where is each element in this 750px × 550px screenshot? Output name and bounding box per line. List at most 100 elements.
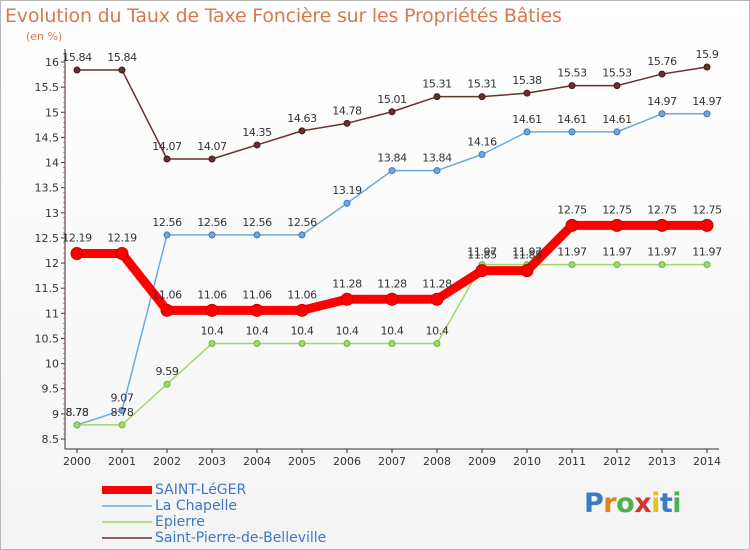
data-point xyxy=(163,231,171,239)
y-tick-label: 13 xyxy=(45,207,59,220)
data-point xyxy=(703,261,711,269)
data-label: 10.4 xyxy=(381,324,404,337)
data-label: 12.56 xyxy=(152,216,182,229)
data-label: 11.06 xyxy=(242,288,272,301)
data-point xyxy=(613,261,621,269)
data-point xyxy=(658,70,666,78)
y-tick-label: 11.5 xyxy=(35,282,60,295)
data-label: 15.84 xyxy=(107,51,137,64)
data-point xyxy=(433,339,441,347)
data-point xyxy=(253,339,261,347)
x-tick-label: 2002 xyxy=(153,455,181,468)
data-label: 8.78 xyxy=(66,406,89,419)
y-tick-label: 9.5 xyxy=(42,383,60,396)
data-point xyxy=(478,150,486,158)
y-tick-label: 9 xyxy=(52,408,59,421)
x-tick-label: 2000 xyxy=(63,455,91,468)
data-point xyxy=(163,155,171,163)
x-tick-label: 2010 xyxy=(513,455,541,468)
data-label: 14.63 xyxy=(287,112,317,125)
legend-label: La Chapelle xyxy=(155,498,237,514)
data-label: 10.4 xyxy=(426,324,449,337)
data-point xyxy=(385,292,399,306)
data-point xyxy=(478,93,486,101)
data-label: 11.28 xyxy=(377,277,407,290)
y-tick-label: 11 xyxy=(45,307,59,320)
data-label: 11.97 xyxy=(692,246,722,259)
data-label: 11.97 xyxy=(512,246,542,259)
data-point xyxy=(115,247,129,261)
data-point xyxy=(253,231,261,239)
data-point xyxy=(433,93,441,101)
y-tick-label: 12.5 xyxy=(35,232,60,245)
y-tick-label: 14.5 xyxy=(35,131,60,144)
x-tick-label: 2001 xyxy=(108,455,136,468)
data-label: 14.07 xyxy=(152,140,182,153)
unit-label: (en %) xyxy=(26,30,63,43)
data-point xyxy=(298,127,306,135)
data-point xyxy=(700,218,714,232)
data-label: 13.84 xyxy=(422,152,452,165)
data-label: 14.35 xyxy=(242,126,272,139)
data-label: 11.85 xyxy=(467,249,497,262)
logo-letter: i xyxy=(672,488,682,519)
data-point xyxy=(568,128,576,136)
data-point xyxy=(163,380,171,388)
data-label: 10.4 xyxy=(336,324,359,337)
data-point xyxy=(430,292,444,306)
logo-letter: o xyxy=(616,488,635,519)
data-point xyxy=(703,110,711,118)
data-label: 14.78 xyxy=(332,104,362,117)
proxiti-logo[interactable]: Proxiti xyxy=(584,488,682,519)
data-label: 11.06 xyxy=(152,288,182,301)
data-point xyxy=(73,66,81,74)
data-label: 12.75 xyxy=(692,203,722,216)
data-label: 14.61 xyxy=(557,113,587,126)
data-point xyxy=(118,66,126,74)
data-label: 15.9 xyxy=(696,48,719,61)
data-label: 11.85 xyxy=(512,249,542,262)
data-point xyxy=(523,89,531,97)
data-point xyxy=(568,82,576,90)
data-point xyxy=(523,128,531,136)
data-point xyxy=(70,247,84,261)
data-label: 11.97 xyxy=(647,246,677,259)
y-tick-label: 10 xyxy=(45,358,59,371)
legend-label: Saint-Pierre-de-Belleville xyxy=(155,530,326,546)
logo-letter: P xyxy=(584,488,604,519)
data-label: 13.84 xyxy=(377,152,407,165)
data-point xyxy=(73,421,81,429)
data-label: 15.31 xyxy=(422,78,452,91)
x-tick-label: 2003 xyxy=(198,455,226,468)
data-point xyxy=(208,155,216,163)
data-point xyxy=(568,261,576,269)
data-label: 11.28 xyxy=(332,277,362,290)
data-label: 11.97 xyxy=(467,246,497,259)
data-point xyxy=(475,264,489,278)
data-label: 12.19 xyxy=(62,232,92,245)
data-label: 12.75 xyxy=(557,203,587,216)
x-tick-label: 2008 xyxy=(423,455,451,468)
x-tick-label: 2006 xyxy=(333,455,361,468)
x-tick-label: 2004 xyxy=(243,455,271,468)
data-point xyxy=(253,141,261,149)
data-label: 14.16 xyxy=(467,135,497,148)
data-point xyxy=(388,108,396,116)
logo-letter: i xyxy=(651,488,660,519)
data-label: 15.84 xyxy=(62,51,92,64)
data-label: 12.56 xyxy=(287,216,317,229)
y-tick-label: 14 xyxy=(45,157,59,170)
data-label: 14.07 xyxy=(197,140,227,153)
data-label: 12.75 xyxy=(647,203,677,216)
data-label: 12.56 xyxy=(197,216,227,229)
data-point xyxy=(388,167,396,175)
data-point xyxy=(295,303,309,317)
data-point xyxy=(250,303,264,317)
data-point xyxy=(298,339,306,347)
data-label: 10.4 xyxy=(291,324,314,337)
x-tick-label: 2005 xyxy=(288,455,316,468)
data-point xyxy=(388,339,396,347)
legend-label: Epierre xyxy=(155,514,205,530)
